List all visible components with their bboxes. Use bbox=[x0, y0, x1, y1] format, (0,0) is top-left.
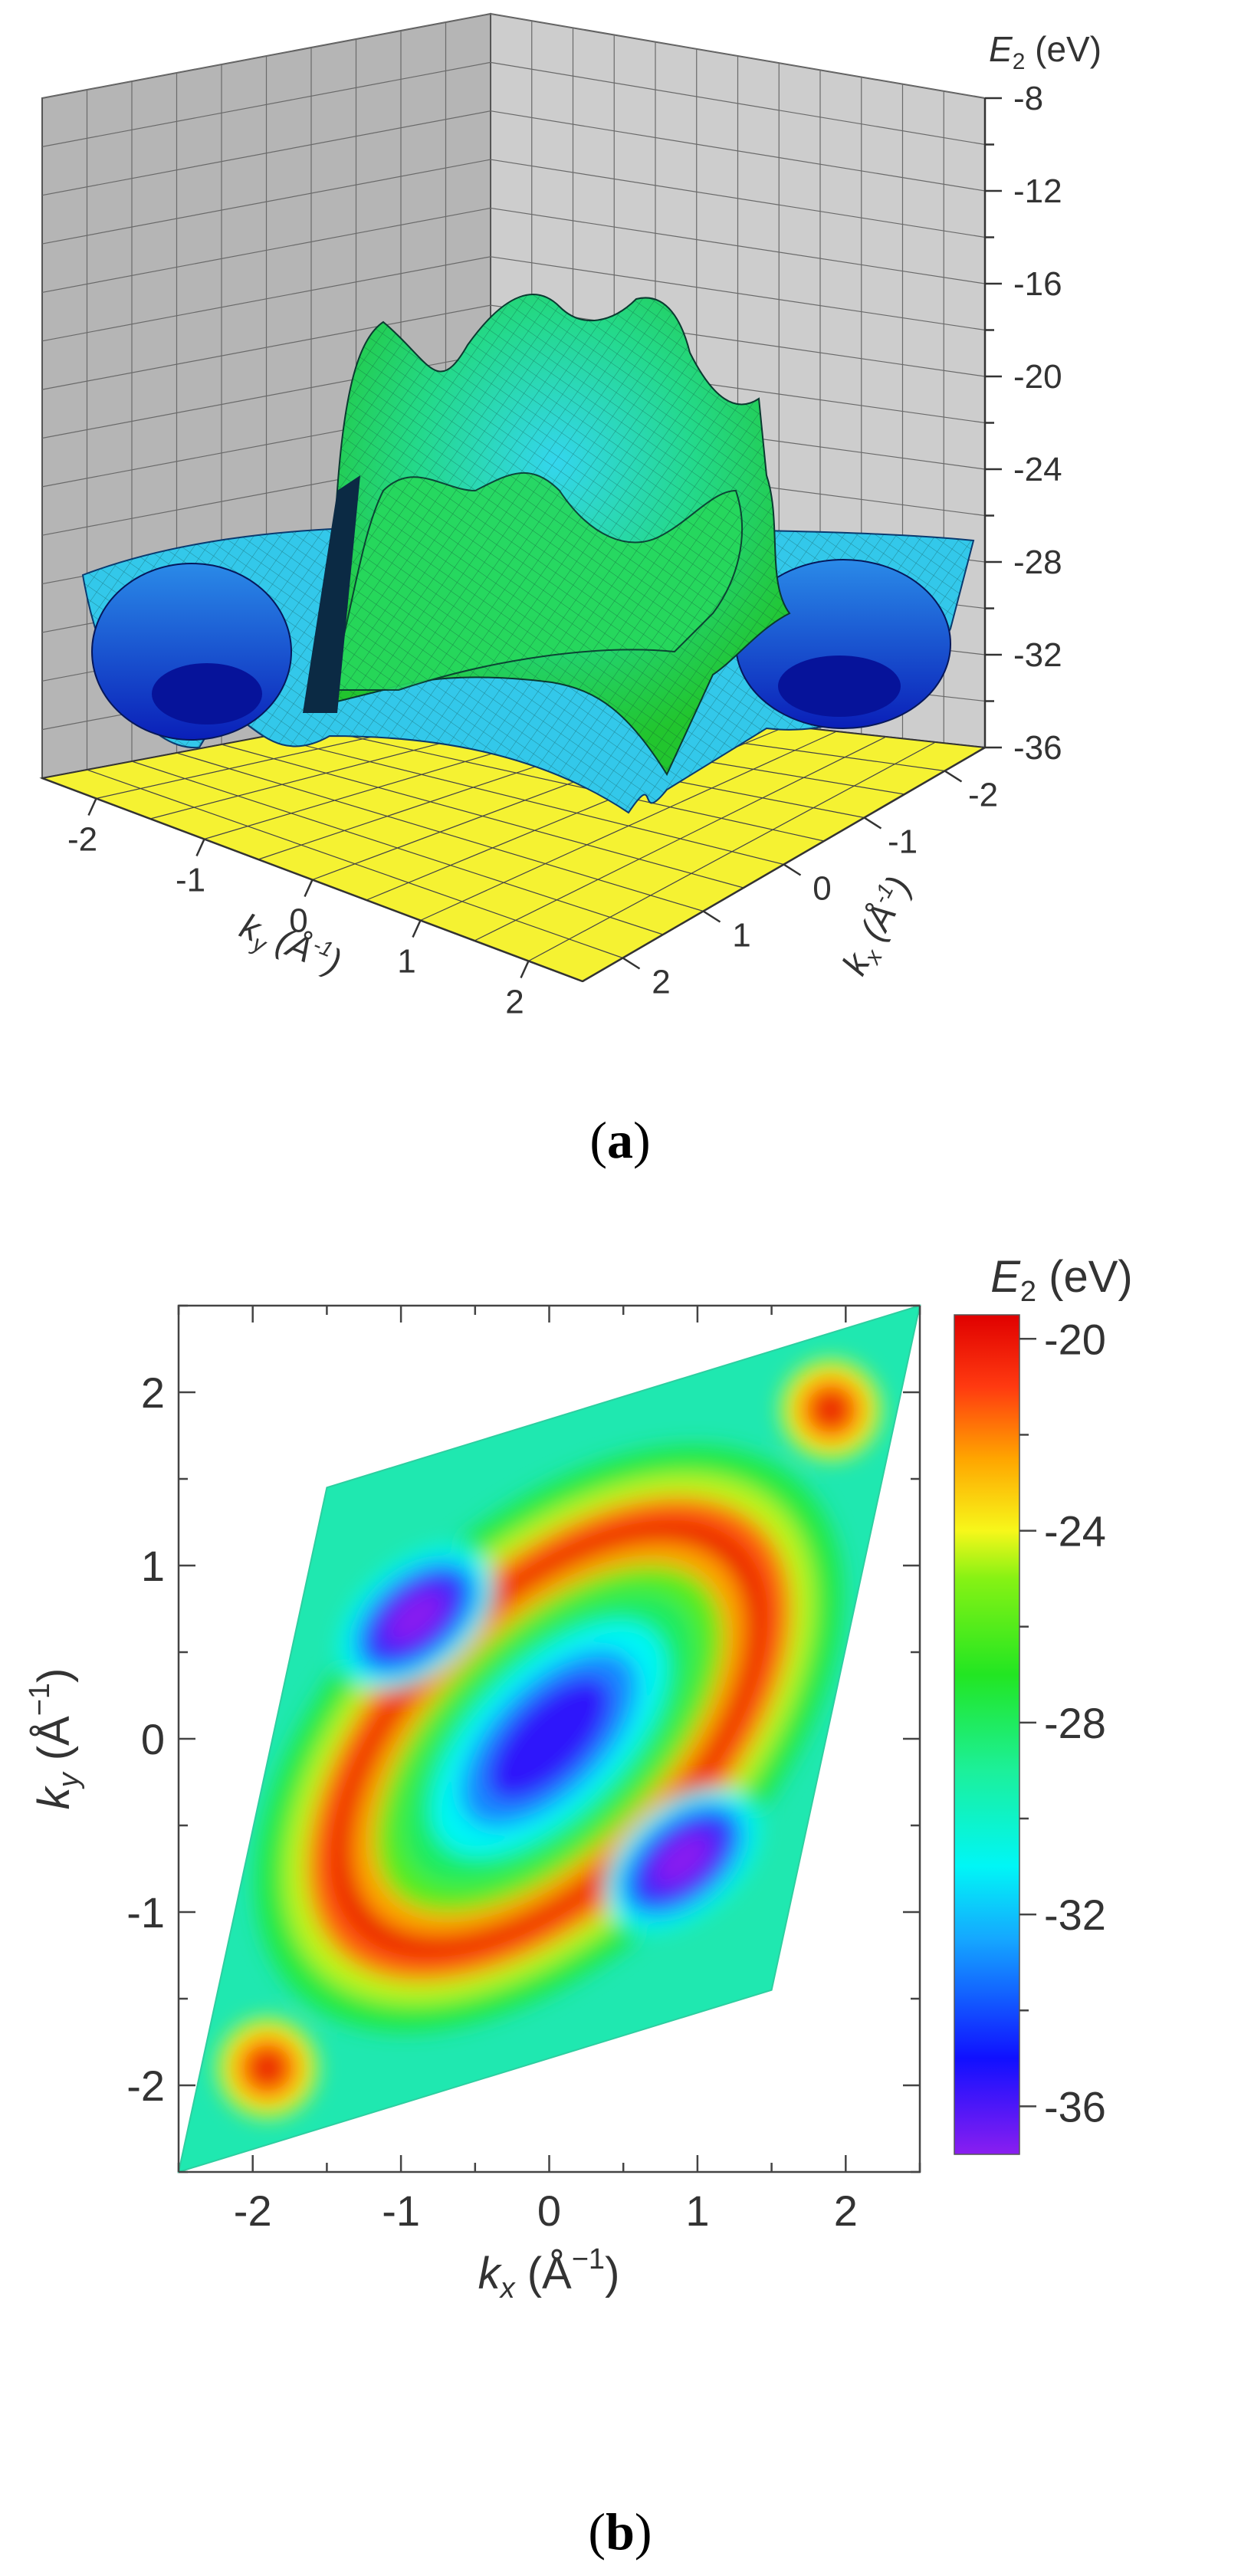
wall-gridline bbox=[490, 110, 986, 192]
kx-tick bbox=[783, 863, 802, 876]
wall-gridline bbox=[41, 61, 491, 147]
y-tick-label: 0 bbox=[141, 1715, 165, 1763]
surface-plot-a: -8-12-16-20-24-28-32-36 E2 (eV) -2-1012 … bbox=[39, 12, 1101, 1021]
z-tick-label: -28 bbox=[1013, 544, 1062, 581]
kx-tick bbox=[863, 816, 882, 830]
kx-tick bbox=[702, 910, 721, 923]
floor-gridline bbox=[420, 731, 837, 922]
heatmap-b: -2 -1 0 1 2 -2 -1 0 1 2 kx (Å−1) ky (Å−1) -20 -24… bbox=[24, 1252, 1133, 2305]
y-tick-label: -2 bbox=[126, 2062, 165, 2110]
corner-maximum bbox=[248, 2048, 287, 2088]
ky-tick bbox=[87, 797, 97, 816]
ky-tick-label: -1 bbox=[176, 862, 205, 899]
y-axis-ticks: -2 -1 0 1 2 bbox=[126, 1304, 920, 2174]
x-axis-title: kx (Å−1) bbox=[478, 2243, 620, 2305]
wall-gridline bbox=[41, 207, 491, 294]
colorbar-tick-label: -36 bbox=[1044, 2082, 1106, 2131]
z-axis: -8 -12 -16 -20 -24 -28 -32 -36 bbox=[983, 80, 1062, 767]
kx-axis-label: kx (Å-1) bbox=[833, 869, 923, 984]
kx-tick-label: -2 bbox=[968, 777, 998, 814]
panel-a-caption: (a) bbox=[589, 1111, 650, 1169]
floor-gridline bbox=[266, 735, 784, 866]
colorbar-title: E2 (eV) bbox=[990, 1252, 1133, 1308]
kx-tick-label: 0 bbox=[813, 870, 831, 908]
wall-gridline bbox=[490, 61, 986, 146]
z-tick-label: -32 bbox=[1013, 636, 1062, 674]
y-tick-label: -1 bbox=[126, 1888, 165, 1937]
z-tick-label: -36 bbox=[1013, 729, 1062, 767]
wall-gridline bbox=[41, 110, 491, 196]
z-tick-label: -16 bbox=[1013, 265, 1062, 303]
side-minimum-band bbox=[655, 1835, 710, 1885]
colorbar bbox=[954, 1314, 1020, 2155]
kx-tick-label: -1 bbox=[888, 823, 918, 861]
well-right-bottom bbox=[778, 656, 901, 717]
y-tick-label: 2 bbox=[141, 1368, 165, 1417]
colorbar-tick-label: -32 bbox=[1044, 1891, 1106, 1939]
wall-gridline bbox=[41, 159, 491, 245]
heatmap-blobs bbox=[218, 1360, 880, 2118]
x-tick-label: -2 bbox=[234, 2187, 272, 2235]
x-axis-ticks: -2 -1 0 1 2 bbox=[177, 1306, 921, 2235]
colorbar-tick-label: -24 bbox=[1044, 1507, 1106, 1556]
side-minimum-band bbox=[389, 1592, 443, 1643]
ky-tick bbox=[520, 960, 530, 979]
panel-b-caption: (b) bbox=[588, 2502, 652, 2561]
colorbar-tick-label: -20 bbox=[1044, 1315, 1106, 1363]
ky-axis-ticks: -2 -1 0 1 2 bbox=[41, 777, 583, 1021]
wall-gridline bbox=[490, 256, 986, 331]
floor-gridline bbox=[474, 736, 887, 941]
heatmap-field bbox=[179, 1306, 920, 2172]
wall-gridline bbox=[490, 159, 986, 238]
z-axis-label: E2 (eV) bbox=[989, 29, 1101, 74]
ky-tick bbox=[412, 919, 422, 938]
x-tick-label: 0 bbox=[537, 2187, 561, 2235]
kx-tick bbox=[944, 770, 963, 783]
colorbar-tick-label: -28 bbox=[1044, 1699, 1106, 1747]
z-tick-label: -24 bbox=[1013, 451, 1062, 488]
ky-tick-label: -2 bbox=[67, 821, 97, 859]
x-tick-label: -1 bbox=[382, 2187, 420, 2235]
y-tick-label: 1 bbox=[141, 1542, 165, 1590]
kx-tick-label: 2 bbox=[652, 964, 670, 1001]
z-tick-label: -12 bbox=[1013, 172, 1062, 210]
ky-tick-label: 2 bbox=[505, 984, 524, 1021]
colorbar-ticks: -20 -24 -28 -32 -36 bbox=[1019, 1315, 1106, 2131]
ky-tick-label: 1 bbox=[397, 943, 415, 981]
ky-tick bbox=[304, 879, 314, 898]
y-axis-title: ky (Å−1) bbox=[24, 1668, 85, 1810]
well-left-bottom bbox=[152, 663, 262, 724]
ky-tick-label: 0 bbox=[289, 902, 307, 940]
kx-tick-label: 1 bbox=[732, 917, 750, 955]
floor-gridline bbox=[528, 741, 936, 962]
z-tick-label: -20 bbox=[1013, 358, 1062, 396]
kx-axis-ticks: -2 -1 0 1 2 bbox=[582, 746, 998, 1001]
ky-tick bbox=[195, 838, 205, 857]
surface-front-ridge-mesh bbox=[330, 472, 743, 690]
corner-maximum bbox=[811, 1390, 851, 1430]
wall-gridline bbox=[490, 13, 986, 99]
side-minimum bbox=[606, 1789, 760, 1931]
z-tick-label: -8 bbox=[1013, 80, 1043, 117]
kx-tick bbox=[622, 957, 641, 970]
x-tick-label: 1 bbox=[685, 2187, 709, 2235]
side-minimum bbox=[339, 1546, 493, 1689]
surface-cliff bbox=[303, 475, 360, 713]
heatmap-band bbox=[486, 1676, 612, 1802]
energy-surface bbox=[81, 294, 975, 814]
wall-gridline bbox=[41, 256, 491, 342]
wall-gridline bbox=[490, 207, 986, 284]
floor-gridline bbox=[310, 727, 825, 842]
x-tick-label: 2 bbox=[834, 2187, 858, 2235]
wall-gridline bbox=[41, 13, 491, 99]
wall-gridline bbox=[41, 304, 491, 390]
